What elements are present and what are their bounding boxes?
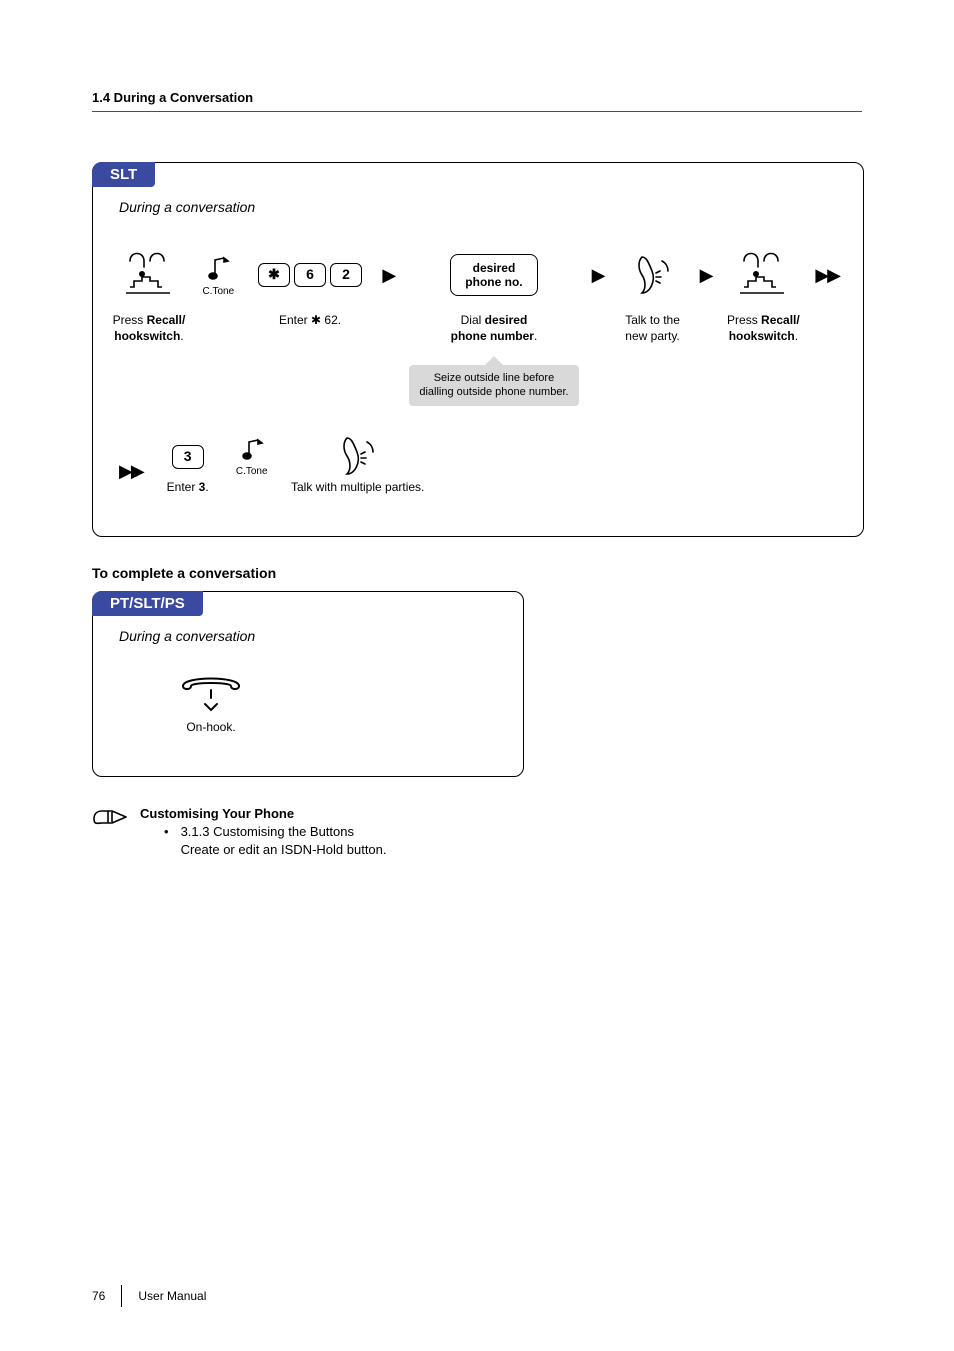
customise-ref: 3.1.3 Customising the Buttons bbox=[181, 823, 387, 841]
onhook-icon bbox=[179, 666, 243, 720]
page: 1.4 During a Conversation SLT During a c… bbox=[0, 0, 954, 1351]
recall-hookswitch-icon bbox=[122, 237, 176, 313]
box2-subtitle: During a conversation bbox=[119, 628, 505, 644]
step5-label: Press Recall/ hookswitch. bbox=[727, 313, 800, 353]
desired-phone-input: desiredphone no. bbox=[450, 254, 537, 297]
arrow-icon: ▶ bbox=[378, 237, 400, 313]
subsection-title: To complete a conversation bbox=[92, 565, 862, 581]
seize-line-note: Seize outside line before dialling outsi… bbox=[409, 365, 578, 406]
bullet: • bbox=[164, 823, 169, 859]
enter62-label: Enter ✱ 62. bbox=[279, 313, 341, 353]
key-2: 2 bbox=[330, 263, 362, 287]
key-3: 3 bbox=[171, 434, 205, 480]
arrow-icon: ▶ bbox=[696, 237, 718, 313]
talk-label: Talk to the new party. bbox=[625, 313, 680, 353]
page-footer: 76 User Manual bbox=[92, 1285, 206, 1307]
running-header: 1.4 During a Conversation bbox=[92, 90, 862, 112]
doc-title: User Manual bbox=[138, 1289, 206, 1303]
dial-label: Dial desired phone number. bbox=[451, 313, 538, 353]
onhook-label: On-hook. bbox=[186, 720, 235, 760]
customising-section: Customising Your Phone • 3.1.3 Customisi… bbox=[92, 805, 862, 860]
talk-icon bbox=[333, 434, 383, 480]
ctone-label: C.Tone bbox=[202, 286, 234, 297]
row1: Press Recall/ hookswitch. C.Tone ✱ bbox=[109, 237, 845, 406]
customise-desc: Create or edit an ISDN-Hold button. bbox=[181, 841, 387, 859]
complete-conversation-box: PT/SLT/PS During a conversation On-hook. bbox=[92, 591, 524, 777]
continuation-arrow-out: ▶▶ bbox=[809, 237, 845, 313]
pointing-hand-icon bbox=[92, 805, 130, 836]
enter3-label: Enter 3. bbox=[167, 480, 209, 520]
device-tab-all: PT/SLT/PS bbox=[92, 591, 203, 616]
ctone-icon: C.Tone bbox=[236, 434, 268, 480]
arrow-icon: ▶ bbox=[588, 237, 610, 313]
device-tab-slt: SLT bbox=[92, 162, 155, 187]
customise-title: Customising Your Phone bbox=[140, 805, 387, 823]
key-star: ✱ bbox=[258, 263, 290, 287]
talk-multiple-label: Talk with multiple parties. bbox=[291, 480, 424, 520]
recall-hookswitch-icon bbox=[736, 237, 790, 313]
box1-subtitle: During a conversation bbox=[119, 199, 845, 215]
slt-procedure-box: SLT During a conversation bbox=[92, 162, 864, 537]
footer-divider bbox=[121, 1285, 122, 1307]
ctone-icon: C.Tone bbox=[202, 237, 234, 313]
page-number: 76 bbox=[92, 1289, 105, 1303]
row2: ▶▶ 3 Enter 3. C.Tone bbox=[113, 434, 845, 520]
keys-62: ✱ 6 2 bbox=[257, 237, 363, 313]
continuation-arrow-in: ▶▶ bbox=[113, 434, 149, 510]
ctone-label-2: C.Tone bbox=[236, 466, 268, 477]
talk-icon bbox=[628, 237, 678, 313]
key-6: 6 bbox=[294, 263, 326, 287]
step1-label: Press Recall/ hookswitch. bbox=[113, 313, 186, 353]
